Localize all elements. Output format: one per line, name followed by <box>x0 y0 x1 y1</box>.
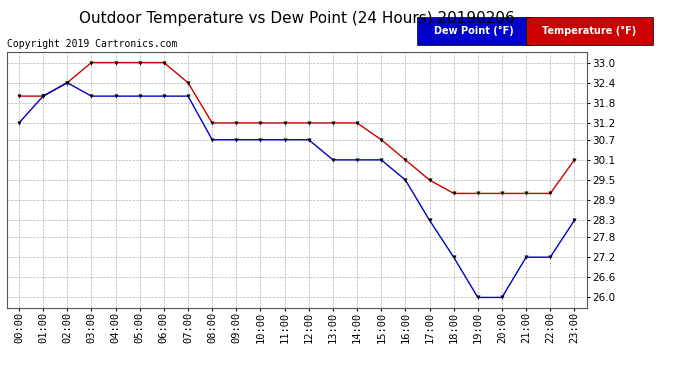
Text: Outdoor Temperature vs Dew Point (24 Hours) 20190206: Outdoor Temperature vs Dew Point (24 Hou… <box>79 11 515 26</box>
Text: Copyright 2019 Cartronics.com: Copyright 2019 Cartronics.com <box>7 39 177 50</box>
Text: Temperature (°F): Temperature (°F) <box>542 26 637 36</box>
Text: Dew Point (°F): Dew Point (°F) <box>435 26 514 36</box>
